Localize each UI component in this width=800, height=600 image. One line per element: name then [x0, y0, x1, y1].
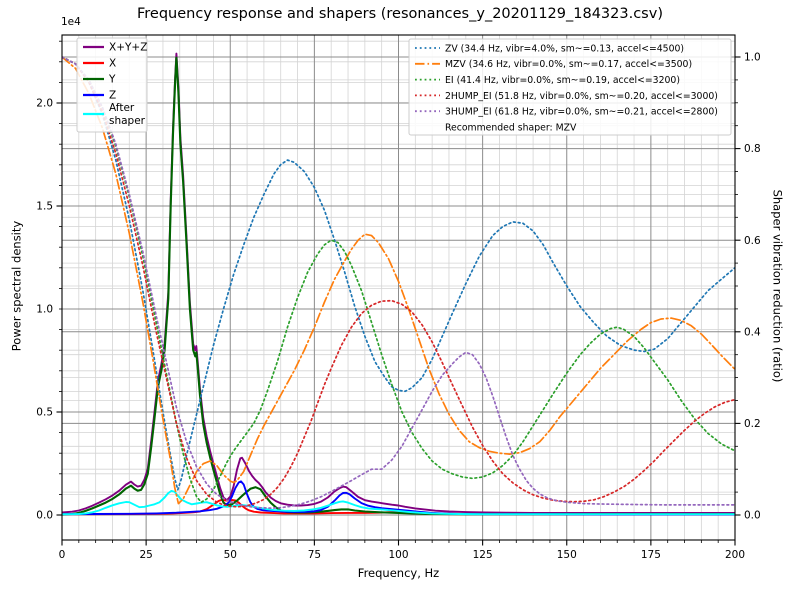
legend-shapers: ZV (34.4 Hz, vibr=4.0%, sm~=0.13, accel<…	[408, 38, 732, 136]
tick-label: 1.5	[36, 201, 53, 213]
tick-label: 1.0	[744, 52, 761, 64]
recommended-shaper-note: Recommended shaper: MZV	[445, 122, 577, 133]
tick-label: shaper	[109, 115, 146, 127]
tick-label: 0	[59, 549, 66, 561]
tick-label: 0.0	[36, 510, 53, 522]
tick-label: 200	[725, 549, 745, 561]
series-3hump_ei	[62, 56, 735, 509]
tick-label: 75	[308, 549, 321, 561]
tick-label: 25	[139, 549, 152, 561]
series-mzv	[62, 56, 735, 505]
series-ei	[62, 56, 735, 504]
tick-label: 0.8	[744, 143, 761, 155]
tick-label: 1.0	[36, 304, 53, 316]
y-axis-offset-text: 1e4	[61, 16, 81, 28]
series-y	[62, 56, 735, 516]
tick-label: 0.2	[744, 418, 761, 430]
tick-label: 0.4	[744, 326, 761, 338]
legend-psd-box	[76, 37, 148, 133]
tick-label: 125	[473, 549, 493, 561]
tick-label: Z	[109, 90, 116, 102]
legend-shapers-box	[408, 38, 732, 136]
axis-ticks: 0 25 50 75 100 125 150 175 200 0.0 0.5 1.0 1.5 2.0 0.0…	[36, 40, 761, 561]
chart-title: Frequency response and shapers (resonanc…	[137, 6, 663, 22]
tick-label: 0.0	[744, 510, 761, 522]
series-2hump_ei	[62, 56, 735, 508]
x-axis-label: Frequency, Hz	[357, 566, 440, 580]
series-zv	[62, 56, 735, 491]
tick-label: EI (41.4 Hz, vibr=0.0%, sm~=0.19, accel<…	[445, 75, 680, 86]
series-z	[62, 480, 735, 516]
tick-label: 100	[388, 549, 408, 561]
tick-label: X	[109, 58, 116, 70]
series-after-shaper	[62, 489, 735, 516]
tick-label: 150	[557, 549, 577, 561]
tick-label: 50	[224, 549, 237, 561]
tick-label: ZV (34.4 Hz, vibr=4.0%, sm~=0.13, accel<…	[445, 43, 684, 54]
tick-label: MZV (34.6 Hz, vibr=0.0%, sm~=0.17, accel…	[445, 59, 692, 70]
tick-label: Y	[108, 74, 116, 86]
tick-label: 2HUMP_EI (51.8 Hz, vibr=0.0%, sm~=0.20, …	[445, 91, 718, 102]
curves	[62, 52, 735, 516]
tick-label: 2.0	[36, 98, 53, 110]
tick-label: 0.5	[36, 407, 53, 419]
tick-label: 0.6	[744, 235, 761, 247]
tick-label: 3HUMP_EI (61.8 Hz, vibr=0.0%, sm~=0.21, …	[445, 107, 718, 118]
tick-label: X+Y+Z	[109, 42, 147, 54]
tick-label: After	[109, 102, 135, 114]
tick-label: 175	[641, 549, 661, 561]
